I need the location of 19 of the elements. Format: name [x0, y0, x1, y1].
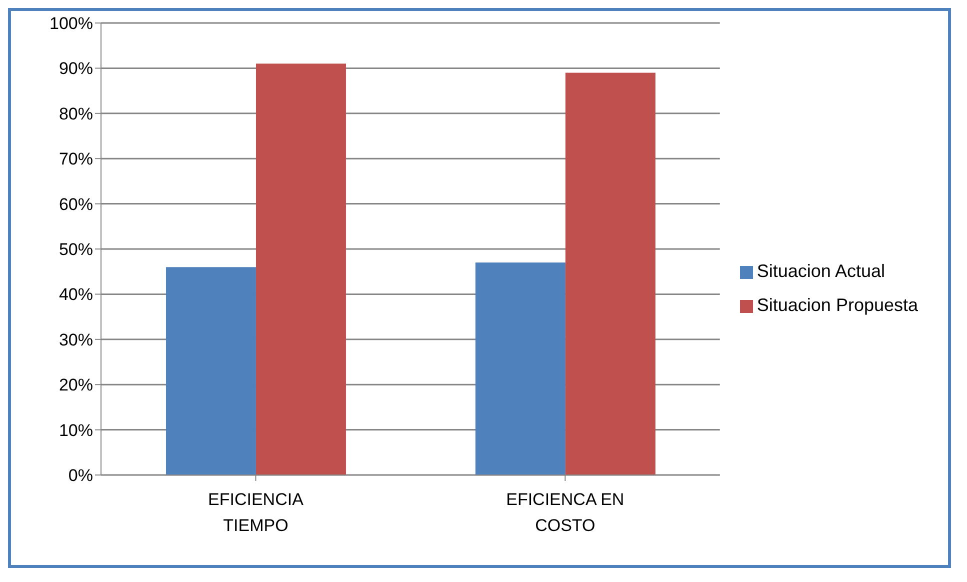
y-tick-label: 50% [58, 240, 93, 260]
bar [166, 267, 256, 475]
y-tick-label: 40% [58, 285, 93, 304]
y-tick-label: 90% [58, 59, 93, 78]
y-tick-label: 70% [58, 150, 93, 169]
y-tick-label: 80% [58, 104, 93, 124]
y-tick-label: 100% [50, 14, 93, 34]
x-tick-label: EFICIENCA EN COSTO [506, 490, 624, 536]
y-tick-label: 0% [68, 466, 93, 486]
y-tick-label: 60% [58, 194, 93, 214]
y-tick-label: 30% [58, 330, 93, 350]
legend-label: Situacion Actual [756, 261, 885, 281]
bar [256, 64, 346, 475]
bar [475, 262, 566, 475]
y-tick-label: 10% [58, 420, 93, 440]
legend-label: Situacion Propuesta [756, 295, 918, 315]
y-tick-label: 20% [58, 376, 93, 395]
bar [565, 72, 656, 475]
x-tick-label: EFICIENCIA TIEMPO [208, 490, 304, 536]
